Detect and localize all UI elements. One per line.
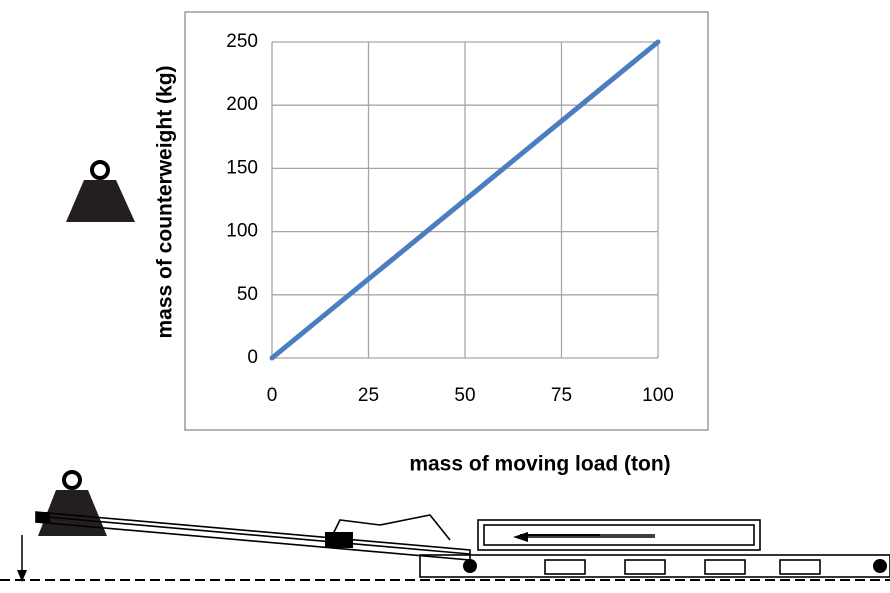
- x-tick-label: 0: [267, 385, 278, 406]
- plot-area: 0 50 100 150 200 250 0 25 50 75 100: [226, 31, 674, 406]
- x-tick-label: 100: [642, 385, 674, 406]
- y-tick-label: 50: [237, 284, 258, 305]
- y-tick-label: 200: [226, 94, 258, 115]
- y-tick-label: 0: [247, 347, 258, 368]
- y-tick-label: 150: [226, 157, 258, 178]
- chart: 0 50 100 150 200 250 0 25 50 75 100 mass of counte…: [0, 0, 890, 588]
- weight-icon: [66, 162, 135, 222]
- chart-frame: [185, 12, 708, 430]
- weight-icon-bottom: [38, 472, 107, 536]
- x-tick-label: 25: [358, 385, 379, 406]
- machine-drawing: [0, 512, 890, 580]
- x-axis-title: mass of moving load (ton): [409, 453, 670, 476]
- y-tick-label: 250: [226, 31, 258, 52]
- y-tick-label: 100: [226, 221, 258, 242]
- x-tick-label: 75: [551, 385, 572, 406]
- y-axis-title: mass of counterweight (kg): [154, 65, 177, 338]
- x-tick-label: 50: [454, 385, 475, 406]
- force-arrow: [17, 535, 27, 582]
